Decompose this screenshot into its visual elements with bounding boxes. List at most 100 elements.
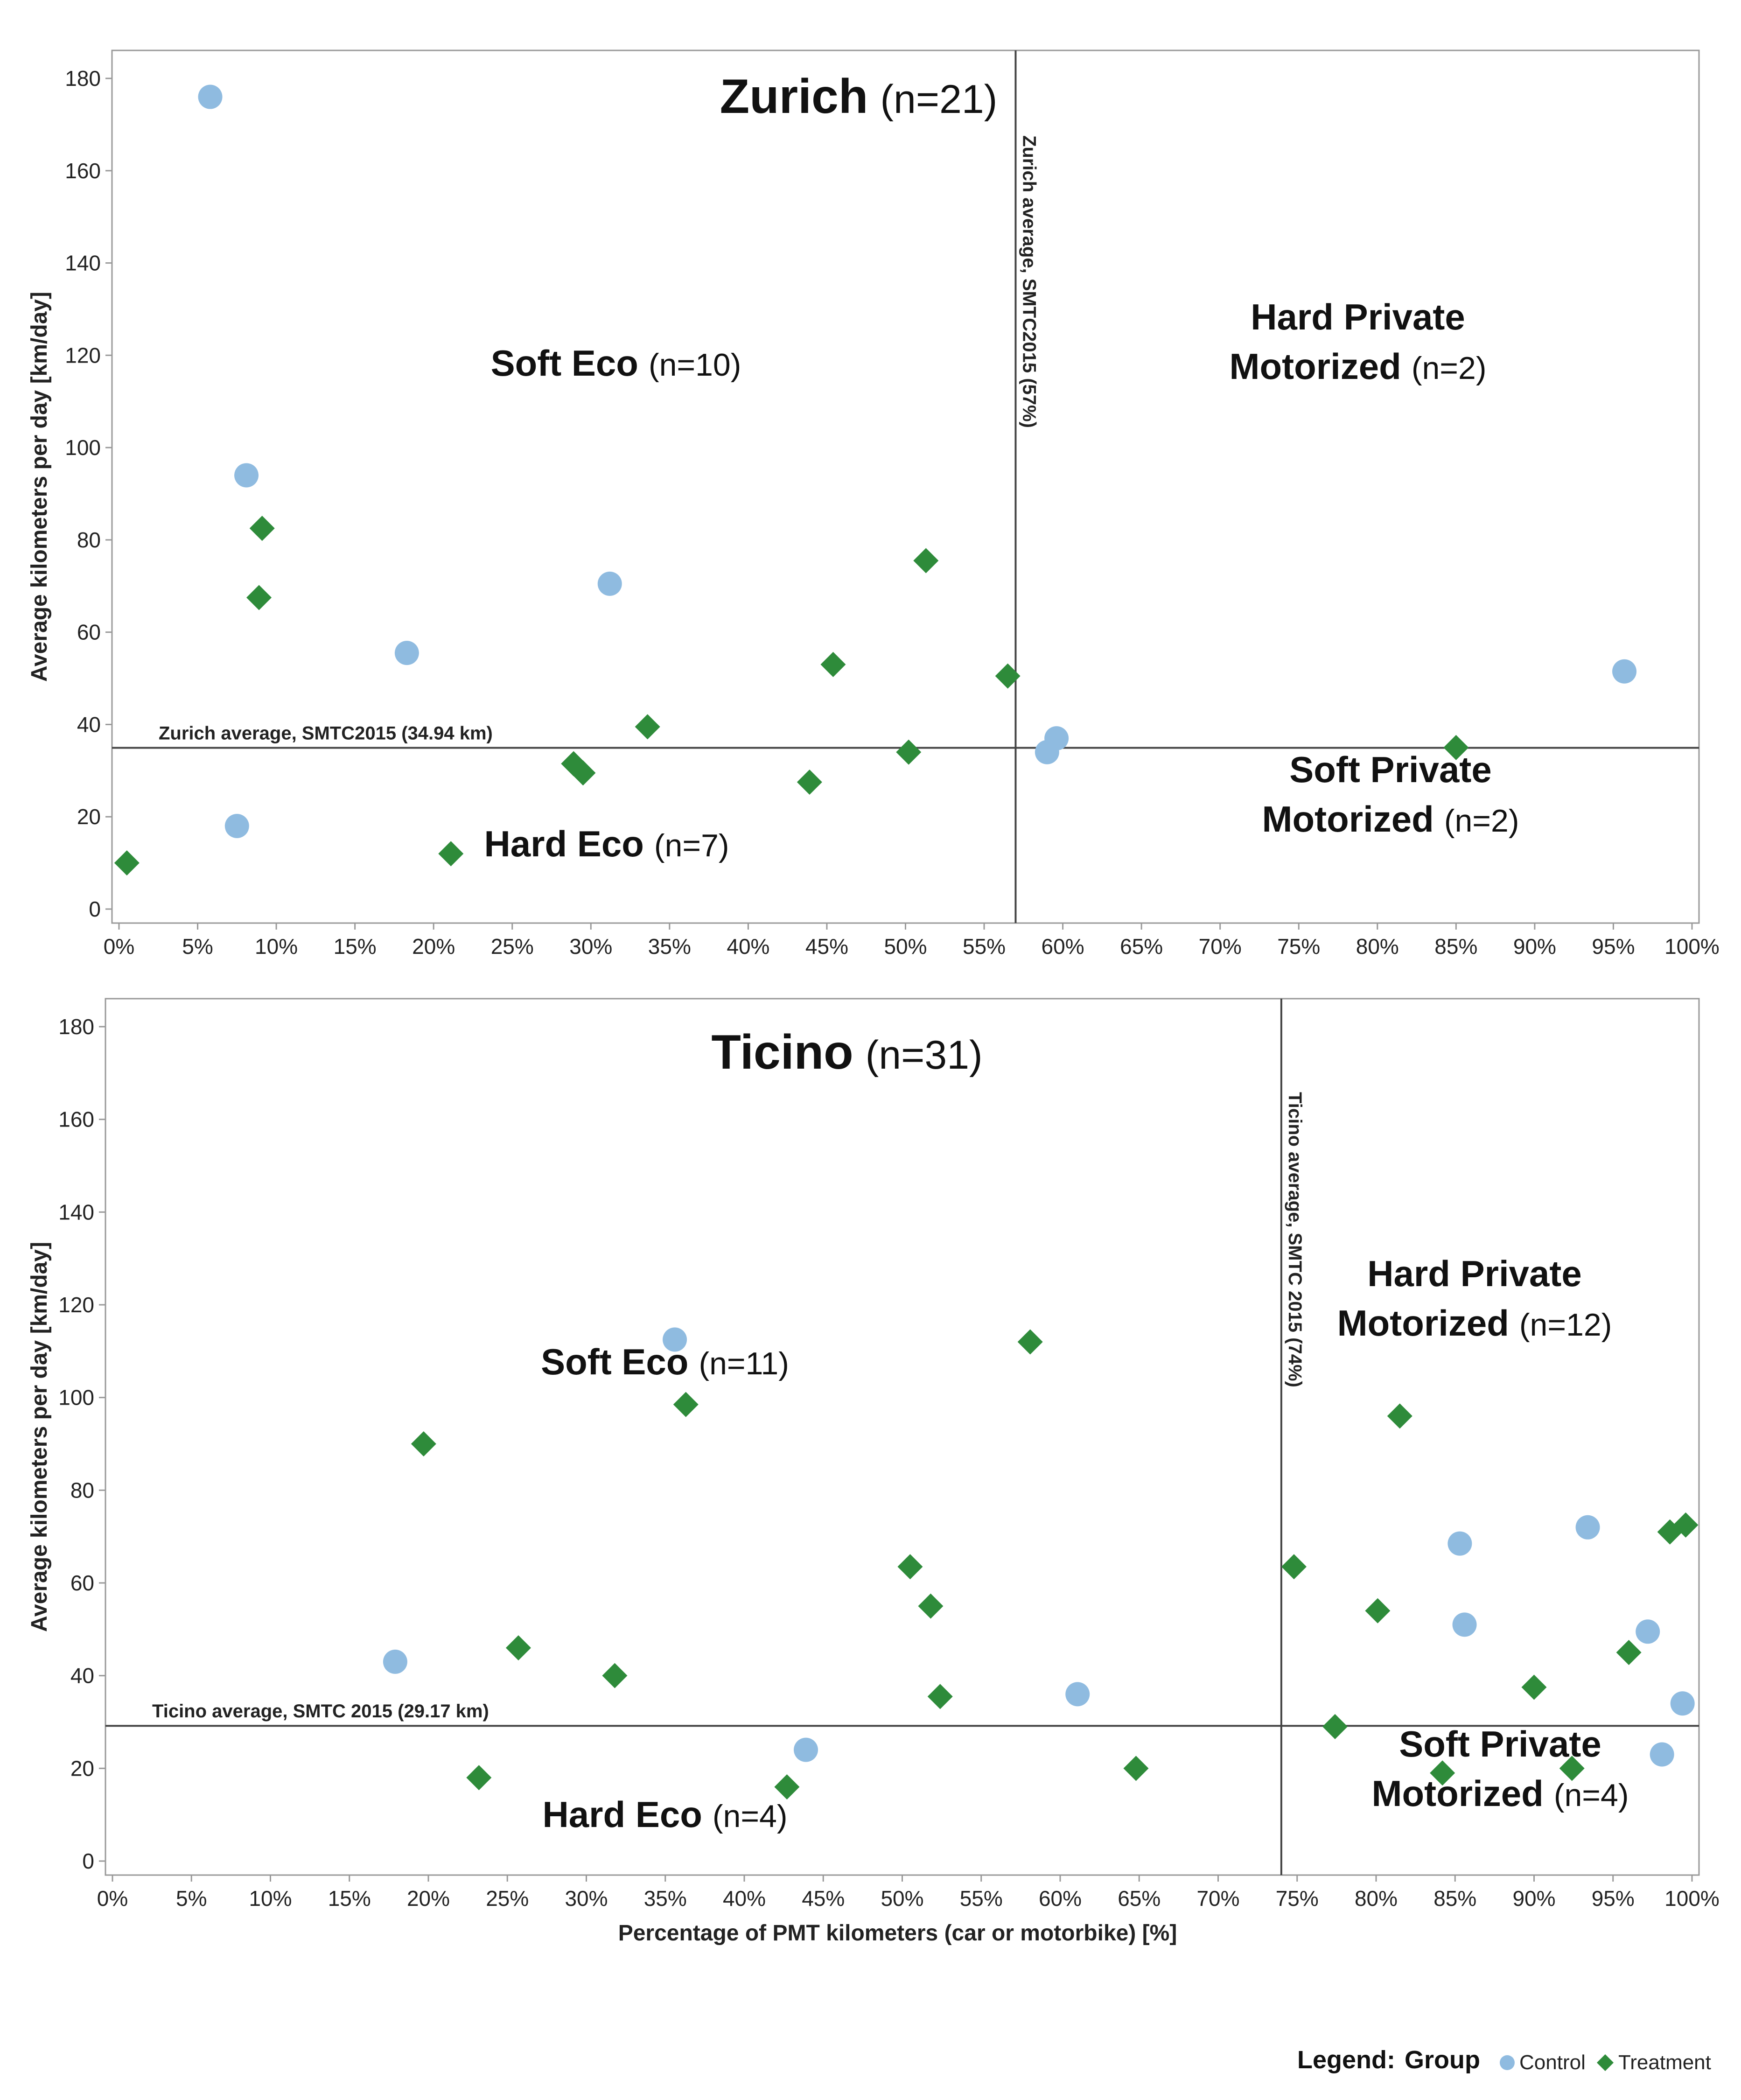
zurich-x-tick-label: 45% <box>805 934 848 959</box>
ticino-treatment-point <box>774 1774 800 1800</box>
zurich-x-tick-label: 75% <box>1277 934 1320 959</box>
ticino-treatment-point <box>466 1765 492 1791</box>
zurich-quadrant-bottom-right-name: Motorized <box>1262 798 1434 840</box>
zurich-quadrant-top-right-name: Hard Private <box>1251 296 1465 337</box>
ticino-y-tick-label: 0 <box>82 1849 94 1873</box>
zurich-treatment-point <box>797 770 822 795</box>
ticino-x-tick-label: 70% <box>1196 1886 1239 1911</box>
zurich-control-point <box>1612 659 1637 684</box>
zurich-x-tick-label: 10% <box>255 934 298 959</box>
zurich-y-tick-label: 100 <box>65 435 101 460</box>
zurich-x-tick-label: 50% <box>884 934 927 959</box>
zurich-treatment-point <box>635 714 660 740</box>
zurich-x-tick-label: 80% <box>1356 934 1399 959</box>
ticino-control-point <box>1452 1612 1477 1637</box>
ticino-x-tick-label: 50% <box>881 1886 923 1911</box>
ticino-x-tick-label: 85% <box>1433 1886 1476 1911</box>
ticino-quadrant-bottom-right-count: (n=4) <box>1554 1778 1629 1813</box>
ticino-x-tick-label: 10% <box>249 1886 292 1911</box>
ticino-x-tick-label: 60% <box>1039 1886 1082 1911</box>
zurich-control-point <box>224 814 249 838</box>
ticino-x-tick-label: 30% <box>565 1886 608 1911</box>
zurich-control-point <box>394 641 419 665</box>
zurich-y-tick-label: 140 <box>65 251 101 275</box>
legend: Legend: Group Control Treatment <box>1297 2046 1711 2074</box>
ticino-x-tick-label: 25% <box>486 1886 529 1911</box>
zurich-quadrant-top-right: Hard Private Motorized (n=2) <box>1230 296 1487 387</box>
zurich-y-tick-label: 180 <box>65 66 101 91</box>
zurich-quadrant-top-right-name: Motorized <box>1230 346 1401 387</box>
ticino-treatment-point <box>673 1392 699 1417</box>
ticino-control-point <box>663 1327 687 1352</box>
ticino-treatment-point <box>1673 1512 1699 1538</box>
ticino-quadrant-top-right-count: (n=12) <box>1519 1307 1612 1343</box>
ticino-treatment-point <box>1430 1760 1455 1786</box>
zurich-x-tick-label: 70% <box>1199 934 1242 959</box>
zurich-treatment-point <box>438 841 464 867</box>
zurich-treatment-point <box>114 850 140 876</box>
ticino-quadrant-bottom-right-name: Motorized <box>1372 1773 1544 1814</box>
ticino-x-tick-label: 0% <box>97 1886 128 1911</box>
zurich-vertical-average-label: Zurich average, SMTC2015 (57%) <box>1019 135 1039 428</box>
zurich-x-tick-label: 90% <box>1513 934 1556 959</box>
ticino-x-tick-label: 20% <box>407 1886 450 1911</box>
ticino-y-tick-label: 180 <box>58 1015 94 1039</box>
ticino-control-point <box>383 1649 407 1674</box>
legend-control-label: Control <box>1519 2051 1586 2074</box>
zurich-chart: 0 20 40 60 80 100 120 140 160 180 0% 5% 10% 15% 20% 25%… <box>27 49 1720 959</box>
legend-treatment-label: Treatment <box>1618 2051 1711 2074</box>
zurich-x-tick-label: 30% <box>569 934 612 959</box>
zurich-plot-frame <box>111 49 1700 924</box>
zurich-quadrant-top-left-count: (n=10) <box>649 347 741 383</box>
ticino-quadrant-top-left: Soft Eco (n=11) <box>541 1341 789 1382</box>
ticino-quadrant-bottom-left: Hard Eco (n=4) <box>542 1794 787 1835</box>
zurich-x-tick-label: 20% <box>412 934 455 959</box>
ticino-quadrant-top-right-name: Motorized <box>1337 1302 1509 1344</box>
ticino-control-point <box>794 1737 818 1762</box>
zurich-quadrant-bottom-left-name: Hard Eco <box>484 823 643 864</box>
ticino-control-point <box>1065 1682 1090 1707</box>
zurich-treatment-point <box>246 585 272 610</box>
zurich-title-count: (n=21) <box>880 77 997 122</box>
ticino-y-tick-label: 160 <box>58 1107 94 1132</box>
ticino-x-tick-label: 35% <box>644 1886 687 1911</box>
ticino-horizontal-average-label: Ticino average, SMTC 2015 (29.17 km) <box>152 1701 489 1722</box>
ticino-quadrant-top-right: Hard Private Motorized (n=12) <box>1337 1253 1612 1344</box>
zurich-treatment-point <box>820 651 846 677</box>
ticino-y-tick-label: 60 <box>70 1571 94 1595</box>
ticino-x-tick-label: 100% <box>1664 1886 1720 1911</box>
zurich-x-tick-label: 35% <box>648 934 691 959</box>
ticino-y-tick-label: 80 <box>70 1478 94 1502</box>
zurich-x-tick-label: 100% <box>1664 934 1720 959</box>
zurich-treatment-point <box>249 516 275 541</box>
zurich-x-tick-label: 0% <box>104 934 134 959</box>
ticino-x-tick-label: 90% <box>1512 1886 1555 1911</box>
ticino-y-tick-label: 40 <box>70 1664 94 1688</box>
zurich-control-point <box>597 571 622 596</box>
ticino-title-count: (n=31) <box>866 1033 983 1078</box>
ticino-control-point <box>1575 1515 1600 1540</box>
ticino-x-axis-title: Percentage of PMT kilometers (car or mot… <box>618 1921 1177 1946</box>
zurich-horizontal-average-label: Zurich average, SMTC2015 (34.94 km) <box>159 723 493 743</box>
ticino-treatment-point <box>1017 1329 1043 1355</box>
ticino-quadrant-bottom-left-name: Hard Eco <box>542 1794 702 1835</box>
ticino-treatment-point <box>1365 1598 1391 1624</box>
ticino-quadrant-bottom-left-count: (n=4) <box>713 1799 788 1834</box>
zurich-y-tick-label: 120 <box>65 343 101 367</box>
zurich-treatment-point <box>995 663 1021 689</box>
ticino-treatment-point <box>1123 1756 1149 1781</box>
ticino-treatment-point <box>927 1684 953 1709</box>
zurich-x-tick-label: 25% <box>491 934 534 959</box>
zurich-control-point <box>1044 726 1069 751</box>
ticino-quadrant-top-left-count: (n=11) <box>699 1346 789 1381</box>
zurich-quadrant-bottom-right: Soft Private Motorized (n=2) <box>1262 749 1519 840</box>
legend-label: Legend: <box>1297 2046 1395 2074</box>
zurich-quadrant-bottom-right-name: Soft Private <box>1289 749 1491 790</box>
zurich-quadrant-bottom-right-count: (n=2) <box>1444 803 1519 839</box>
ticino-control-point <box>1636 1619 1660 1644</box>
zurich-x-tick-label: 15% <box>334 934 377 959</box>
ticino-x-tick-label: 5% <box>176 1886 207 1911</box>
ticino-quadrant-top-right-name: Hard Private <box>1367 1253 1582 1294</box>
zurich-y-tick-label: 80 <box>77 528 101 552</box>
